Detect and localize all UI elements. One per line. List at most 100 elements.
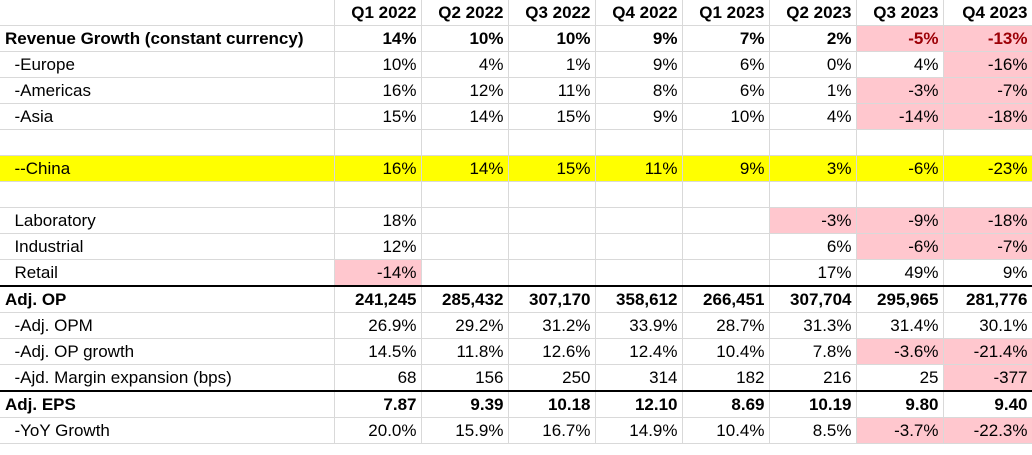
value-cell[interactable] — [334, 181, 422, 208]
row-label-cell[interactable] — [0, 181, 335, 208]
row-label-cell[interactable]: Industrial — [0, 233, 335, 260]
value-cell[interactable]: 14.9% — [595, 417, 683, 444]
value-cell[interactable] — [943, 129, 1032, 156]
value-cell[interactable] — [682, 129, 770, 156]
value-cell[interactable]: 49% — [856, 259, 944, 287]
value-cell[interactable]: 10% — [508, 25, 596, 52]
value-cell[interactable] — [508, 129, 596, 156]
value-cell[interactable]: 7.8% — [769, 338, 857, 365]
row-label-cell[interactable]: Adj. EPS — [0, 390, 335, 418]
value-cell[interactable]: 10.18 — [508, 390, 596, 418]
value-cell[interactable]: 14% — [334, 25, 422, 52]
value-cell[interactable]: 216 — [769, 364, 857, 392]
value-cell[interactable]: 9% — [595, 51, 683, 78]
value-cell[interactable]: -6% — [856, 233, 944, 260]
value-cell[interactable] — [421, 129, 509, 156]
value-cell[interactable]: 12% — [421, 77, 509, 104]
value-cell[interactable]: 14% — [421, 103, 509, 130]
value-cell[interactable] — [421, 259, 509, 287]
value-cell[interactable]: 0% — [769, 51, 857, 78]
row-label-cell[interactable]: Laboratory — [0, 207, 335, 234]
value-cell[interactable]: 15% — [334, 103, 422, 130]
value-cell[interactable] — [334, 129, 422, 156]
value-cell[interactable]: 30.1% — [943, 312, 1032, 339]
value-cell[interactable] — [508, 233, 596, 260]
value-cell[interactable]: 14.5% — [334, 338, 422, 365]
value-cell[interactable]: -14% — [334, 259, 422, 287]
value-cell[interactable]: -7% — [943, 233, 1032, 260]
value-cell[interactable] — [943, 181, 1032, 208]
value-cell[interactable]: -23% — [943, 155, 1032, 182]
value-cell[interactable]: 7.87 — [334, 390, 422, 418]
value-cell[interactable]: 250 — [508, 364, 596, 392]
value-cell[interactable]: 17% — [769, 259, 857, 287]
value-cell[interactable]: 358,612 — [595, 285, 683, 313]
value-cell[interactable]: 3% — [769, 155, 857, 182]
value-cell[interactable] — [856, 181, 944, 208]
value-cell[interactable]: 20.0% — [334, 417, 422, 444]
value-cell[interactable]: 4% — [769, 103, 857, 130]
value-cell[interactable] — [595, 181, 683, 208]
value-cell[interactable]: 28.7% — [682, 312, 770, 339]
column-header-cell[interactable]: Q2 2023 — [769, 0, 857, 26]
value-cell[interactable]: 12.6% — [508, 338, 596, 365]
value-cell[interactable]: 182 — [682, 364, 770, 392]
value-cell[interactable] — [421, 207, 509, 234]
value-cell[interactable]: 16% — [334, 77, 422, 104]
value-cell[interactable]: 31.4% — [856, 312, 944, 339]
value-cell[interactable]: 6% — [682, 77, 770, 104]
row-label-cell[interactable]: -Ajd. Margin expansion (bps) — [0, 364, 335, 392]
value-cell[interactable] — [595, 207, 683, 234]
value-cell[interactable]: 7% — [682, 25, 770, 52]
value-cell[interactable]: 285,432 — [421, 285, 509, 313]
row-label-cell[interactable]: -Americas — [0, 77, 335, 104]
value-cell[interactable]: 10.4% — [682, 338, 770, 365]
value-cell[interactable] — [595, 233, 683, 260]
value-cell[interactable]: 307,704 — [769, 285, 857, 313]
value-cell[interactable] — [856, 129, 944, 156]
value-cell[interactable] — [421, 233, 509, 260]
value-cell[interactable]: 33.9% — [595, 312, 683, 339]
row-label-cell[interactable]: -Adj. OPM — [0, 312, 335, 339]
row-label-cell[interactable] — [0, 129, 335, 156]
value-cell[interactable]: -3% — [856, 77, 944, 104]
value-cell[interactable]: 241,245 — [334, 285, 422, 313]
value-cell[interactable]: 14% — [421, 155, 509, 182]
value-cell[interactable]: 15% — [508, 155, 596, 182]
value-cell[interactable]: -13% — [943, 25, 1032, 52]
column-header-cell[interactable]: Q1 2023 — [682, 0, 770, 26]
value-cell[interactable]: 10.19 — [769, 390, 857, 418]
value-cell[interactable]: 156 — [421, 364, 509, 392]
value-cell[interactable] — [595, 129, 683, 156]
value-cell[interactable]: 307,170 — [508, 285, 596, 313]
value-cell[interactable]: -7% — [943, 77, 1032, 104]
value-cell[interactable]: 68 — [334, 364, 422, 392]
value-cell[interactable]: 12.4% — [595, 338, 683, 365]
value-cell[interactable] — [421, 181, 509, 208]
value-cell[interactable]: 281,776 — [943, 285, 1032, 313]
value-cell[interactable]: 11% — [508, 77, 596, 104]
column-header-cell[interactable]: Q1 2022 — [334, 0, 422, 26]
value-cell[interactable]: -9% — [856, 207, 944, 234]
value-cell[interactable]: 4% — [421, 51, 509, 78]
value-cell[interactable] — [508, 181, 596, 208]
row-label-cell[interactable]: -Europe — [0, 51, 335, 78]
value-cell[interactable]: -5% — [856, 25, 944, 52]
value-cell[interactable]: 9% — [595, 25, 683, 52]
value-cell[interactable] — [595, 259, 683, 287]
value-cell[interactable]: 10.4% — [682, 417, 770, 444]
row-label-cell[interactable]: -YoY Growth — [0, 417, 335, 444]
value-cell[interactable]: 29.2% — [421, 312, 509, 339]
value-cell[interactable]: 295,965 — [856, 285, 944, 313]
value-cell[interactable]: 9% — [943, 259, 1032, 287]
value-cell[interactable]: -14% — [856, 103, 944, 130]
value-cell[interactable]: -3% — [769, 207, 857, 234]
row-label-cell[interactable]: Retail — [0, 259, 335, 287]
value-cell[interactable]: -22.3% — [943, 417, 1032, 444]
value-cell[interactable]: 26.9% — [334, 312, 422, 339]
value-cell[interactable]: 31.3% — [769, 312, 857, 339]
value-cell[interactable] — [682, 233, 770, 260]
column-header-cell[interactable]: Q3 2022 — [508, 0, 596, 26]
value-cell[interactable]: 9% — [682, 155, 770, 182]
value-cell[interactable]: 2% — [769, 25, 857, 52]
